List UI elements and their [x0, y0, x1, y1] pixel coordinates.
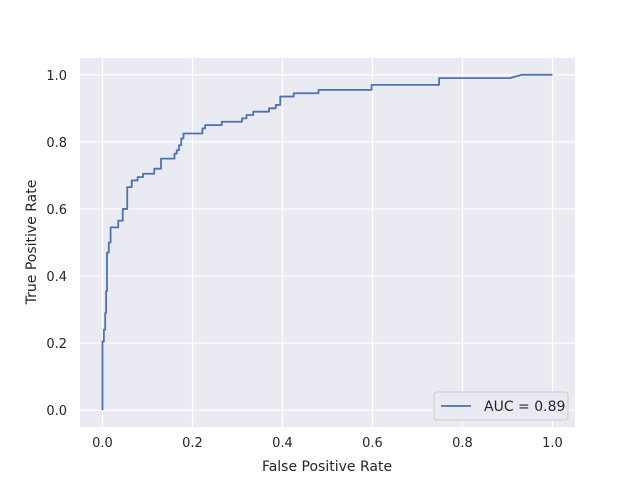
x-tick-label: 0.4 [272, 436, 293, 451]
y-axis-label: True Positive Rate [24, 180, 40, 306]
y-tick-label: 0.2 [46, 337, 67, 352]
legend-box [433, 391, 569, 421]
y-tick-label: 0.0 [46, 404, 67, 419]
y-tick-label: 0.4 [46, 270, 67, 285]
y-tick-label: 0.6 [46, 203, 67, 218]
y-tick-label: 0.8 [46, 136, 67, 151]
x-tick-label: 0.0 [92, 436, 113, 451]
x-tick-label: 0.8 [452, 436, 473, 451]
legend-label: AUC = 0.89 [484, 399, 565, 415]
x-tick-label: 1.0 [542, 436, 563, 451]
series-lines [101, 73, 553, 411]
grid-lines [80, 58, 575, 427]
legend: AUC = 0.89 [433, 391, 569, 421]
y-tick-labels: 0.0 0.2 0.4 0.6 0.8 1.0 [46, 69, 67, 419]
x-tick-labels: 0.0 0.2 0.4 0.6 0.8 1.0 [92, 436, 563, 451]
y-tick-label: 1.0 [46, 69, 67, 84]
x-tick-label: 0.6 [362, 436, 383, 451]
plot-background [80, 58, 575, 427]
x-axis-label: False Positive Rate [262, 459, 392, 475]
roc-curve-line [101, 73, 553, 411]
x-tick-label: 0.2 [182, 436, 203, 451]
